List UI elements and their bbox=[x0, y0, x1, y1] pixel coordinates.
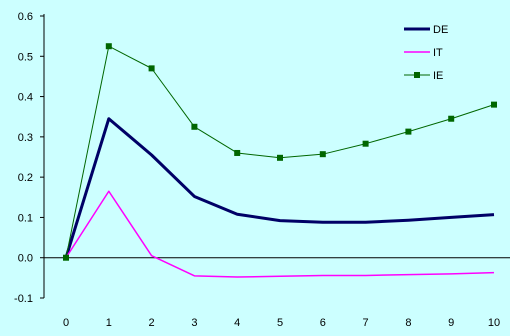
x-tick-label: 3 bbox=[191, 317, 197, 329]
y-tick-label: 0.3 bbox=[18, 132, 33, 144]
y-axis-ticks: 0.6 0.5 0.4 0.3 0.2 0.1 0.0 -0.1 bbox=[14, 11, 44, 305]
y-tick-label: 0.0 bbox=[18, 253, 33, 265]
series-line-de bbox=[64, 117, 495, 259]
y-tick-label: 0.5 bbox=[18, 51, 33, 63]
legend-label-ie: IE bbox=[433, 70, 443, 82]
legend: DE IT IE bbox=[404, 24, 448, 82]
data-point-ie bbox=[63, 254, 69, 261]
x-tick-label: 2 bbox=[149, 317, 155, 329]
data-point-ie bbox=[319, 151, 326, 158]
data-point-ie bbox=[234, 149, 241, 156]
y-tick-label: 0.1 bbox=[18, 212, 33, 224]
y-tick-label: 0.6 bbox=[18, 11, 33, 23]
y-tick-label: 0.2 bbox=[18, 172, 33, 184]
x-tick-label: 7 bbox=[363, 317, 369, 329]
data-point-ie bbox=[148, 65, 155, 72]
x-tick-label: 6 bbox=[320, 317, 326, 329]
data-point-ie bbox=[277, 154, 283, 161]
x-tick-label: 4 bbox=[234, 317, 240, 329]
series-line-it bbox=[65, 190, 495, 278]
x-axis-ticks: 0 1 2 3 4 5 6 7 8 9 10 bbox=[63, 317, 500, 329]
legend-marker-ie bbox=[414, 72, 420, 78]
data-point-ie bbox=[405, 128, 412, 135]
data-point-ie bbox=[491, 101, 497, 108]
x-tick-label: 5 bbox=[277, 317, 283, 329]
x-tick-label: 0 bbox=[63, 317, 69, 329]
data-point-ie bbox=[362, 140, 369, 147]
data-point-ie bbox=[105, 43, 112, 50]
x-tick-label: 10 bbox=[488, 317, 500, 329]
y-tick-label: -0.1 bbox=[14, 293, 33, 305]
x-tick-label: 8 bbox=[405, 317, 411, 329]
data-point-ie bbox=[448, 115, 455, 122]
series-group bbox=[63, 43, 497, 278]
x-tick-label: 1 bbox=[106, 317, 112, 329]
data-point-ie bbox=[191, 123, 198, 130]
legend-label-de: DE bbox=[433, 24, 448, 36]
legend-label-it: IT bbox=[433, 47, 443, 59]
y-tick-label: 0.4 bbox=[18, 92, 33, 104]
x-tick-label: 9 bbox=[448, 317, 454, 329]
